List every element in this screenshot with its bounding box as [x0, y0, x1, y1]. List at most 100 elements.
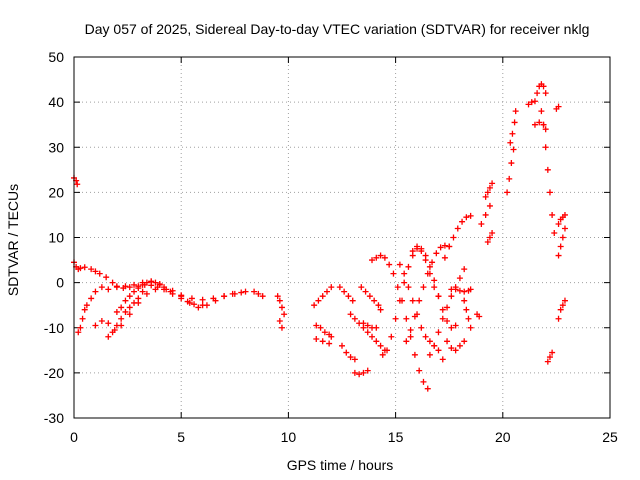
data-point — [420, 284, 427, 291]
series-arc-down-14h — [369, 252, 431, 392]
data-point — [113, 284, 120, 291]
data-point — [377, 342, 384, 349]
data-point — [396, 261, 403, 268]
data-point — [122, 283, 129, 290]
grid — [74, 57, 610, 418]
series-arc-down-15.5h — [396, 261, 446, 363]
data-point — [362, 288, 369, 295]
x-tick-label: 10 — [281, 429, 297, 445]
data-point — [418, 245, 425, 252]
data-point — [156, 281, 163, 288]
data-point — [186, 299, 193, 306]
data-point — [369, 333, 376, 340]
series-seg-17.5h-low — [444, 338, 468, 354]
series-arc-down-16h — [409, 243, 459, 331]
data-point — [555, 220, 562, 227]
data-point — [152, 286, 159, 293]
data-point — [559, 234, 566, 241]
y-tick-label: -10 — [44, 320, 64, 336]
data-point — [405, 284, 412, 291]
chart-title: Day 057 of 2025, Sidereal Day-to-day VTE… — [85, 21, 590, 37]
y-axis-label: SDTVAR / TECUs — [5, 184, 21, 296]
data-point — [426, 351, 433, 358]
data-point — [251, 288, 258, 295]
data-point — [422, 333, 429, 340]
data-point — [465, 315, 472, 322]
data-point — [551, 229, 558, 236]
data-point — [431, 284, 438, 291]
series-seg-13.8h-mid — [360, 324, 388, 354]
data-point — [467, 324, 474, 331]
series-arc-d — [105, 288, 146, 340]
data-point — [540, 121, 547, 128]
data-point — [122, 297, 129, 304]
data-point — [105, 286, 112, 293]
data-point — [347, 311, 354, 318]
data-point — [544, 166, 551, 173]
data-point — [203, 302, 210, 309]
data-point — [422, 252, 429, 259]
data-point — [433, 250, 440, 257]
series-seg-19.4h-low — [484, 229, 496, 246]
data-point — [452, 322, 459, 329]
series-seg-22.2h-low — [544, 349, 556, 365]
data-point — [456, 342, 463, 349]
data-point — [531, 98, 538, 105]
y-tick-label: -20 — [44, 365, 64, 381]
data-point — [81, 306, 88, 313]
data-point — [343, 349, 350, 356]
data-point — [274, 293, 281, 300]
data-point — [484, 239, 491, 246]
data-point — [92, 288, 99, 295]
data-point — [75, 329, 82, 336]
data-point — [424, 270, 431, 277]
data-point — [122, 308, 129, 315]
data-point — [489, 229, 496, 236]
data-point — [512, 108, 519, 115]
data-point — [79, 315, 86, 322]
data-point — [278, 304, 285, 311]
data-point — [511, 119, 518, 126]
data-point — [351, 356, 358, 363]
data-point — [441, 242, 448, 249]
data-point — [339, 342, 345, 349]
data-point — [461, 288, 468, 295]
data-point — [435, 329, 442, 336]
data-point — [131, 281, 138, 288]
data-point — [528, 99, 535, 106]
series-seg-22.4h-low — [555, 225, 568, 259]
series-seg-21.3h — [525, 98, 538, 108]
data-point — [444, 304, 451, 311]
series-seg-20.3h — [504, 146, 517, 196]
data-point — [435, 347, 442, 354]
data-point — [118, 315, 125, 322]
series-seg-17.5h-rise — [441, 212, 474, 261]
data-point — [375, 302, 382, 309]
data-point — [561, 297, 568, 304]
data-point — [364, 322, 371, 329]
data-point — [546, 189, 553, 196]
data-point — [109, 279, 116, 286]
data-point — [456, 287, 463, 294]
data-point — [221, 293, 228, 300]
series-seg-19h — [478, 202, 493, 227]
data-point — [88, 295, 95, 302]
data-point — [161, 284, 168, 291]
series-seg-22.8h-bar — [555, 211, 568, 227]
data-point — [373, 324, 380, 331]
data-point — [467, 212, 474, 219]
series-seg-12.5h — [339, 342, 358, 363]
data-point — [143, 279, 150, 286]
data-point — [349, 297, 356, 304]
data-point — [448, 345, 455, 352]
data-point — [561, 211, 568, 218]
data-point — [373, 338, 380, 345]
data-point — [276, 317, 283, 324]
data-point — [379, 351, 386, 358]
data-point — [105, 333, 112, 340]
data-point — [364, 367, 371, 374]
data-point — [461, 266, 468, 273]
data-points — [71, 81, 568, 392]
data-point — [83, 302, 90, 309]
